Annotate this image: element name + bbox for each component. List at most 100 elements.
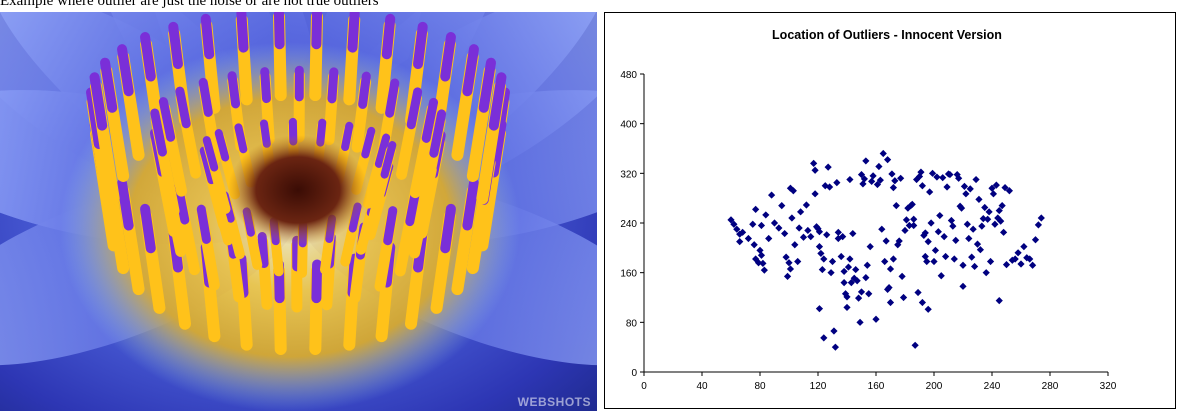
data-point: [998, 202, 1006, 210]
data-point: [918, 298, 926, 307]
data-point: [931, 246, 940, 254]
data-point: [924, 305, 932, 313]
data-point: [933, 173, 941, 181]
data-point: [765, 234, 773, 243]
stamen-tip: [361, 126, 376, 159]
data-point: [940, 233, 948, 241]
data-point: [943, 183, 951, 191]
data-point: [762, 211, 770, 219]
data-point: [1000, 228, 1008, 236]
flower-photo: WEBSHOTS: [0, 12, 597, 411]
data-point: [942, 252, 950, 261]
x-tick-label: 280: [1042, 381, 1059, 392]
stamen-tip: [259, 119, 271, 148]
data-point: [781, 229, 789, 238]
y-tick-label: 480: [620, 70, 637, 81]
data-point: [913, 175, 921, 184]
data-point: [930, 257, 938, 266]
data-point: [975, 195, 983, 204]
stamen-tip: [100, 57, 118, 113]
data-point: [889, 255, 897, 263]
data-point: [886, 265, 895, 273]
data-point: [908, 200, 916, 208]
x-tick-label: 200: [926, 381, 943, 392]
data-point: [1017, 260, 1025, 268]
data-point: [844, 263, 853, 271]
watermark-text: WEBSHOTS: [517, 395, 591, 409]
stamen-tip: [488, 72, 507, 131]
stamen-tip: [380, 141, 397, 179]
data-point: [902, 216, 911, 224]
data-point: [924, 238, 932, 246]
data-point: [847, 279, 855, 287]
data-point: [815, 228, 824, 236]
data-point: [794, 257, 802, 266]
data-point: [815, 242, 824, 251]
x-tick-label: 0: [641, 381, 647, 392]
data-point: [824, 163, 832, 171]
stamen-tip: [381, 13, 396, 60]
data-point: [914, 288, 922, 297]
data-point: [852, 265, 860, 274]
stamen-tip: [257, 232, 269, 269]
data-point: [797, 208, 805, 216]
data-point: [869, 172, 877, 180]
data-point: [862, 274, 870, 282]
data-point: [837, 252, 845, 261]
data-point: [1001, 184, 1009, 192]
data-point: [770, 219, 779, 227]
data-point: [920, 231, 928, 240]
data-point: [834, 234, 842, 243]
y-tick-label: 80: [626, 318, 638, 329]
data-point: [978, 222, 986, 230]
data-point: [881, 257, 889, 266]
x-tick-label: 80: [754, 381, 766, 392]
data-point: [795, 224, 803, 232]
stamen-tip: [196, 204, 211, 244]
data-point: [899, 293, 908, 302]
data-point: [928, 169, 937, 177]
chart-svg: Location of Outliers - Innocent Version …: [620, 28, 1116, 392]
stamen-tip: [341, 121, 354, 152]
data-point: [786, 265, 795, 273]
stamen-tip: [236, 12, 249, 53]
y-tick-label: 0: [631, 368, 637, 379]
data-point: [910, 221, 918, 230]
data-point: [815, 305, 824, 313]
stamen-tip: [478, 57, 496, 113]
data-point: [1029, 261, 1037, 269]
stamen-tip: [150, 108, 167, 157]
data-point: [917, 168, 925, 176]
stamen-tip: [273, 12, 285, 50]
stamen-tip: [406, 87, 423, 130]
data-point: [1026, 255, 1034, 263]
stamen-tip: [199, 146, 216, 185]
data-point: [973, 240, 982, 248]
data-point: [875, 162, 883, 171]
data-point: [857, 170, 866, 179]
data-point: [862, 157, 870, 165]
data-point: [811, 166, 819, 174]
stamen-tip: [429, 109, 447, 158]
data-point: [934, 228, 942, 236]
stamen-tip: [200, 13, 215, 60]
data-point: [957, 204, 966, 212]
stamen-tip: [311, 259, 323, 304]
data-point: [840, 267, 848, 276]
data-point: [757, 221, 766, 230]
data-point: [1031, 236, 1040, 244]
data-point: [927, 219, 935, 227]
data-point: [1002, 260, 1011, 269]
data-point: [984, 215, 992, 223]
data-point: [939, 174, 947, 182]
data-point: [727, 216, 735, 224]
data-point: [936, 211, 944, 220]
stamen-tip: [202, 136, 219, 172]
stamen-tip: [413, 21, 428, 70]
data-point: [866, 242, 874, 251]
data-point: [788, 214, 796, 222]
stamen-tip: [140, 203, 156, 254]
data-point: [823, 231, 831, 239]
stamen-tip: [421, 97, 439, 143]
data-point: [783, 272, 792, 280]
